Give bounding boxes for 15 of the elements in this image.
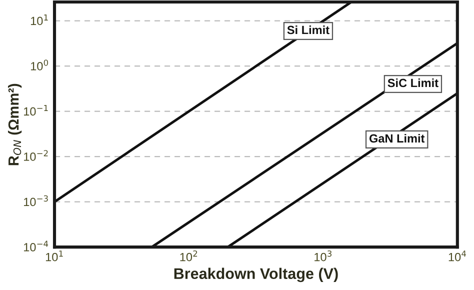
series-label: SiC Limit [388, 78, 438, 88]
x-tick-label: 10$^{1}$ [46, 250, 63, 262]
y-tick-label: 10$^{0}$ [30, 60, 48, 70]
x-axis-title: Breakdown Voltage (V) [174, 268, 338, 282]
x-tick-label: 10$^{4}$ [448, 250, 466, 262]
y-tick-label: 10$^{−4}$ [24, 240, 48, 252]
x-tick-label: 10$^{3}$ [314, 250, 332, 262]
y-tick-label: 10$^{1}$ [30, 14, 48, 26]
y-axis-title: R$_{ON}$ (Ωmm²) [8, 84, 22, 166]
x-tick-label: 10$^{2}$ [180, 250, 198, 262]
y-tick-label: 10$^{−2}$ [24, 150, 48, 161]
y-tick-label: 10$^{−1}$ [24, 104, 48, 116]
y-tick-label: 10$^{−3}$ [24, 195, 48, 206]
series-label: GaN Limit [369, 134, 425, 143]
series-label: Si Limit [287, 26, 330, 34]
